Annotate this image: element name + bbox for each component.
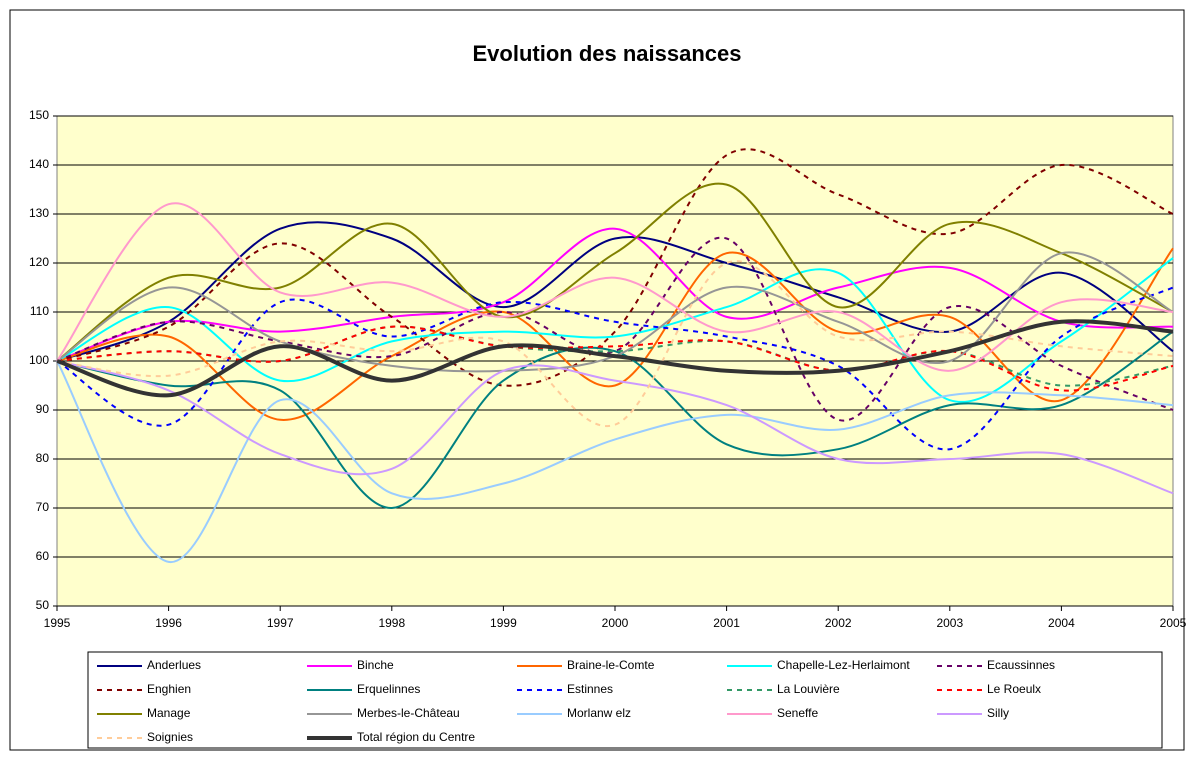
x-tick-label: 1999	[490, 616, 517, 630]
legend-label: Ecaussinnes	[987, 658, 1055, 672]
y-tick-label: 140	[29, 157, 49, 171]
legend-label: Total région du Centre	[357, 730, 475, 744]
x-tick-label: 2000	[602, 616, 629, 630]
x-tick-label: 2004	[1048, 616, 1075, 630]
legend-box	[87, 651, 1163, 749]
legend-label: Erquelinnes	[357, 682, 420, 696]
series-line	[56, 360, 1174, 563]
x-tick-label: 2001	[713, 616, 740, 630]
y-tick-label: 70	[36, 500, 50, 514]
series-line	[56, 236, 1174, 422]
series-line	[56, 202, 1174, 372]
series-line	[56, 360, 1174, 495]
y-tick-label: 60	[36, 549, 50, 563]
legend-label: Seneffe	[777, 706, 818, 720]
legend-label: Le Roeulx	[987, 682, 1041, 696]
series-line	[56, 330, 1174, 510]
y-tick-label: 150	[29, 108, 49, 122]
y-tick-label: 80	[36, 451, 50, 465]
legend-label: Enghien	[147, 682, 191, 696]
series-line	[56, 148, 1174, 387]
x-tick-label: 1998	[378, 616, 405, 630]
chart-title: Evolution des naissances	[473, 41, 742, 66]
x-tick-label: 1996	[155, 616, 182, 630]
series-line	[56, 251, 1174, 373]
y-tick-label: 120	[29, 255, 49, 269]
series-line	[56, 325, 1174, 392]
series-line	[56, 182, 1174, 362]
x-tick-label: 1997	[267, 616, 294, 630]
series-line	[56, 286, 1174, 451]
legend-label: Silly	[987, 706, 1009, 720]
y-tick-label: 50	[36, 598, 50, 612]
legend-label: Merbes-le-Château	[357, 706, 460, 720]
y-tick-label: 130	[29, 206, 49, 220]
legend-label: Manage	[147, 706, 191, 720]
series-line	[56, 260, 1174, 428]
x-tick-label: 2003	[936, 616, 963, 630]
legend-label: Morlanw elz	[567, 706, 631, 720]
legend-label: La Louvière	[777, 682, 840, 696]
x-tick-label: 1995	[44, 616, 71, 630]
legend-label: Chapelle-Lez-Herlaimont	[777, 658, 910, 672]
y-tick-label: 110	[30, 304, 49, 318]
legend-label: Binche	[357, 658, 394, 672]
x-tick-label: 2002	[825, 616, 852, 630]
legend-label: Anderlues	[147, 658, 201, 672]
series-line	[56, 319, 1174, 398]
series-line	[56, 257, 1174, 403]
y-tick-label: 90	[36, 402, 50, 416]
legend-label: Braine-le-Comte	[567, 658, 655, 672]
legend-label: Soignies	[147, 730, 193, 744]
y-tick-label: 100	[29, 353, 49, 367]
x-tick-label: 2005	[1160, 616, 1187, 630]
legend-label: Estinnes	[567, 682, 613, 696]
